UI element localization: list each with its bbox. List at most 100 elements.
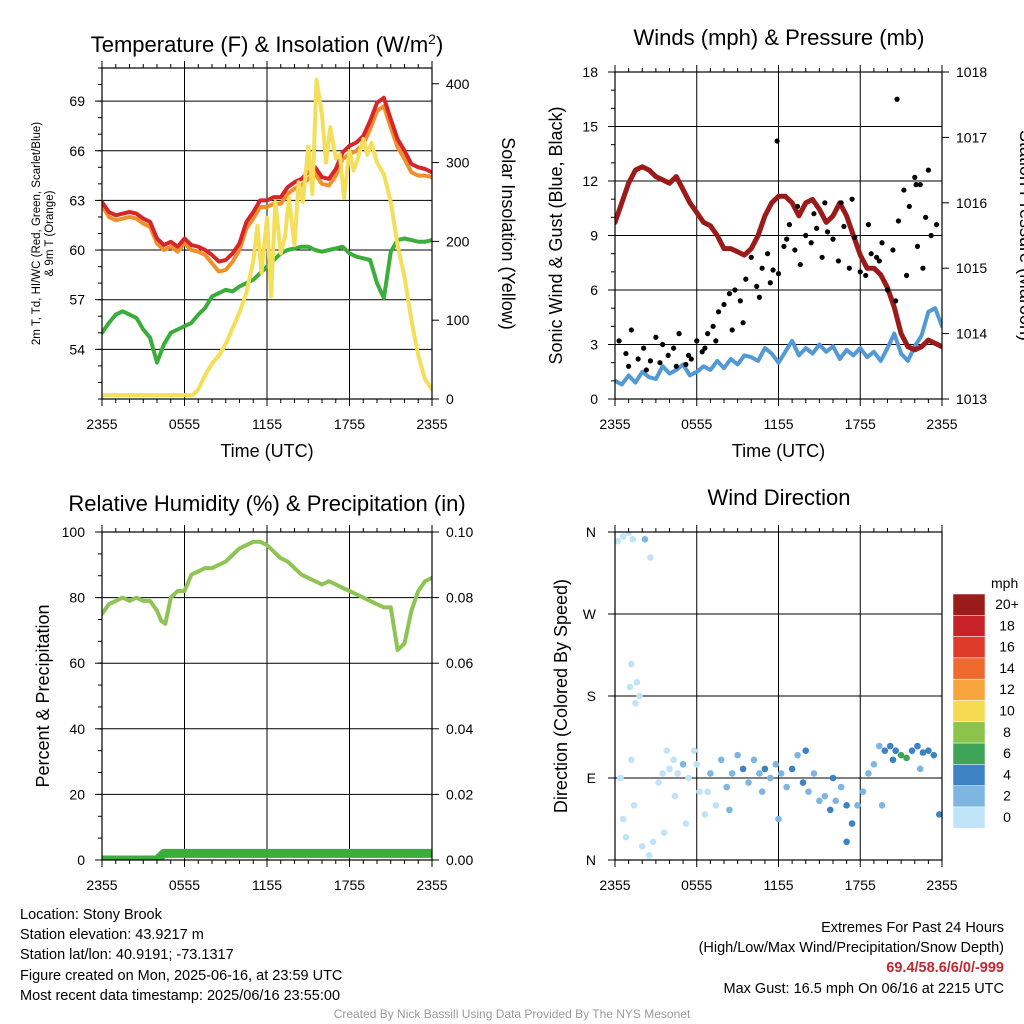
x-tick-label: 2355 <box>926 416 957 432</box>
humidity-panel: Relative Humidity (%) & Precipitation (i… <box>33 491 473 893</box>
direction-point <box>767 774 774 782</box>
direction-point <box>696 788 703 795</box>
direction-point <box>876 742 883 750</box>
plot-area <box>102 539 432 860</box>
direction-point <box>935 811 942 818</box>
gust-point <box>841 223 847 230</box>
gust-point <box>852 234 858 240</box>
direction-point <box>837 783 845 791</box>
legend-label: 8 <box>1003 724 1011 740</box>
y2-tick-label: 0 <box>446 391 454 407</box>
legend-swatch <box>952 721 986 744</box>
direction-point <box>870 761 878 768</box>
direction-point <box>897 751 905 759</box>
extremes-info: Extremes For Past 24 Hours (High/Low/Max… <box>699 918 1004 999</box>
y-tick-label: 9 <box>590 228 598 244</box>
x-tick-label: 2355 <box>599 877 630 893</box>
gust-point <box>884 287 891 293</box>
y-tick-label: 80 <box>69 590 85 606</box>
direction-point <box>633 679 641 686</box>
gust-point <box>657 360 663 366</box>
y2-tick-label: 1013 <box>956 391 987 407</box>
location-text: Location: Stony Brook <box>20 907 162 923</box>
chart-title: Relative Humidity (%) & Precipitation (i… <box>68 491 465 516</box>
y2-tick-label: 1017 <box>956 129 987 145</box>
direction-point <box>641 535 649 543</box>
legend-label: 4 <box>1003 766 1011 782</box>
y2-tick-label: 0.00 <box>446 852 473 868</box>
direction-point <box>865 770 872 777</box>
gust-point <box>835 258 842 264</box>
direction-point <box>638 843 646 850</box>
gust-point <box>863 272 869 279</box>
gust-point <box>699 349 705 355</box>
y2-tick-label: 300 <box>446 155 470 171</box>
gust-point <box>824 229 831 235</box>
gust-point <box>628 327 634 333</box>
x-tick-label: 2355 <box>86 877 117 893</box>
gust-point <box>830 236 836 242</box>
direction-point <box>802 747 810 754</box>
gust-point <box>928 232 934 239</box>
chart-title: Temperature (F) & Insolation (W/m2) <box>91 31 444 57</box>
gust-point <box>765 251 771 257</box>
direction-point <box>878 802 886 809</box>
plot-area <box>615 96 942 387</box>
y-tick-label: 60 <box>69 242 85 258</box>
gust-point <box>641 345 647 351</box>
y-tick-label: 0 <box>590 391 598 407</box>
direction-point <box>726 806 733 814</box>
legend-swatch <box>952 593 986 616</box>
gust-point <box>683 361 689 368</box>
gust-point <box>838 200 844 206</box>
direction-point <box>854 802 861 809</box>
direction-point <box>886 742 894 750</box>
gust-point <box>623 350 629 357</box>
x-tick-label: 1755 <box>334 416 365 432</box>
direction-point <box>619 533 627 540</box>
gust-point <box>846 265 852 271</box>
gust-point <box>797 261 803 268</box>
plot-frame <box>614 71 943 400</box>
extremes-values: 69.4/58.6/6/0/-999 <box>886 960 1004 977</box>
gust-point <box>803 232 809 239</box>
gust-point <box>925 167 931 173</box>
gust-point <box>914 243 921 249</box>
gust-point <box>784 236 790 242</box>
y-tick-label: 18 <box>582 64 598 80</box>
legend-label: 12 <box>999 681 1015 697</box>
gust-point <box>895 218 902 224</box>
direction-point <box>756 770 763 777</box>
gust-point <box>743 276 749 282</box>
y2-tick-label: 1016 <box>956 195 987 211</box>
gust-point <box>849 196 855 202</box>
y-tick-label: 15 <box>582 119 598 135</box>
direction-point <box>799 779 807 786</box>
direction-point <box>859 788 867 795</box>
y-axis-label: Direction (Colored By Speed) <box>551 579 571 813</box>
legend-label: 0 <box>1003 809 1011 825</box>
direction-point <box>625 532 632 537</box>
y2-tick-label: 0.02 <box>446 786 473 802</box>
temperature-panel: Temperature (F) & Insolation (W/m2) 2355 0… <box>31 31 518 461</box>
gust-point <box>732 287 738 293</box>
legend-label: 20+ <box>995 596 1019 612</box>
gust-point <box>819 254 825 260</box>
title-superscript: 2 <box>428 31 436 47</box>
direction-point <box>739 765 747 773</box>
gust-point <box>710 323 716 329</box>
gust-point <box>901 187 907 193</box>
gust-point <box>729 327 735 333</box>
x-tick-label: 2355 <box>416 877 447 893</box>
gust-point <box>781 243 787 249</box>
gust-point <box>688 356 694 362</box>
y2-tick-label: 0.08 <box>446 590 473 606</box>
y-axis-label: Sonic Wind & Gust (Blue, Black) <box>546 106 566 364</box>
gust-point <box>653 334 659 340</box>
direction-point <box>701 811 709 818</box>
direction-point <box>794 751 801 759</box>
gust-point <box>767 280 773 286</box>
gust-point <box>673 363 679 369</box>
gust-point <box>670 345 677 351</box>
